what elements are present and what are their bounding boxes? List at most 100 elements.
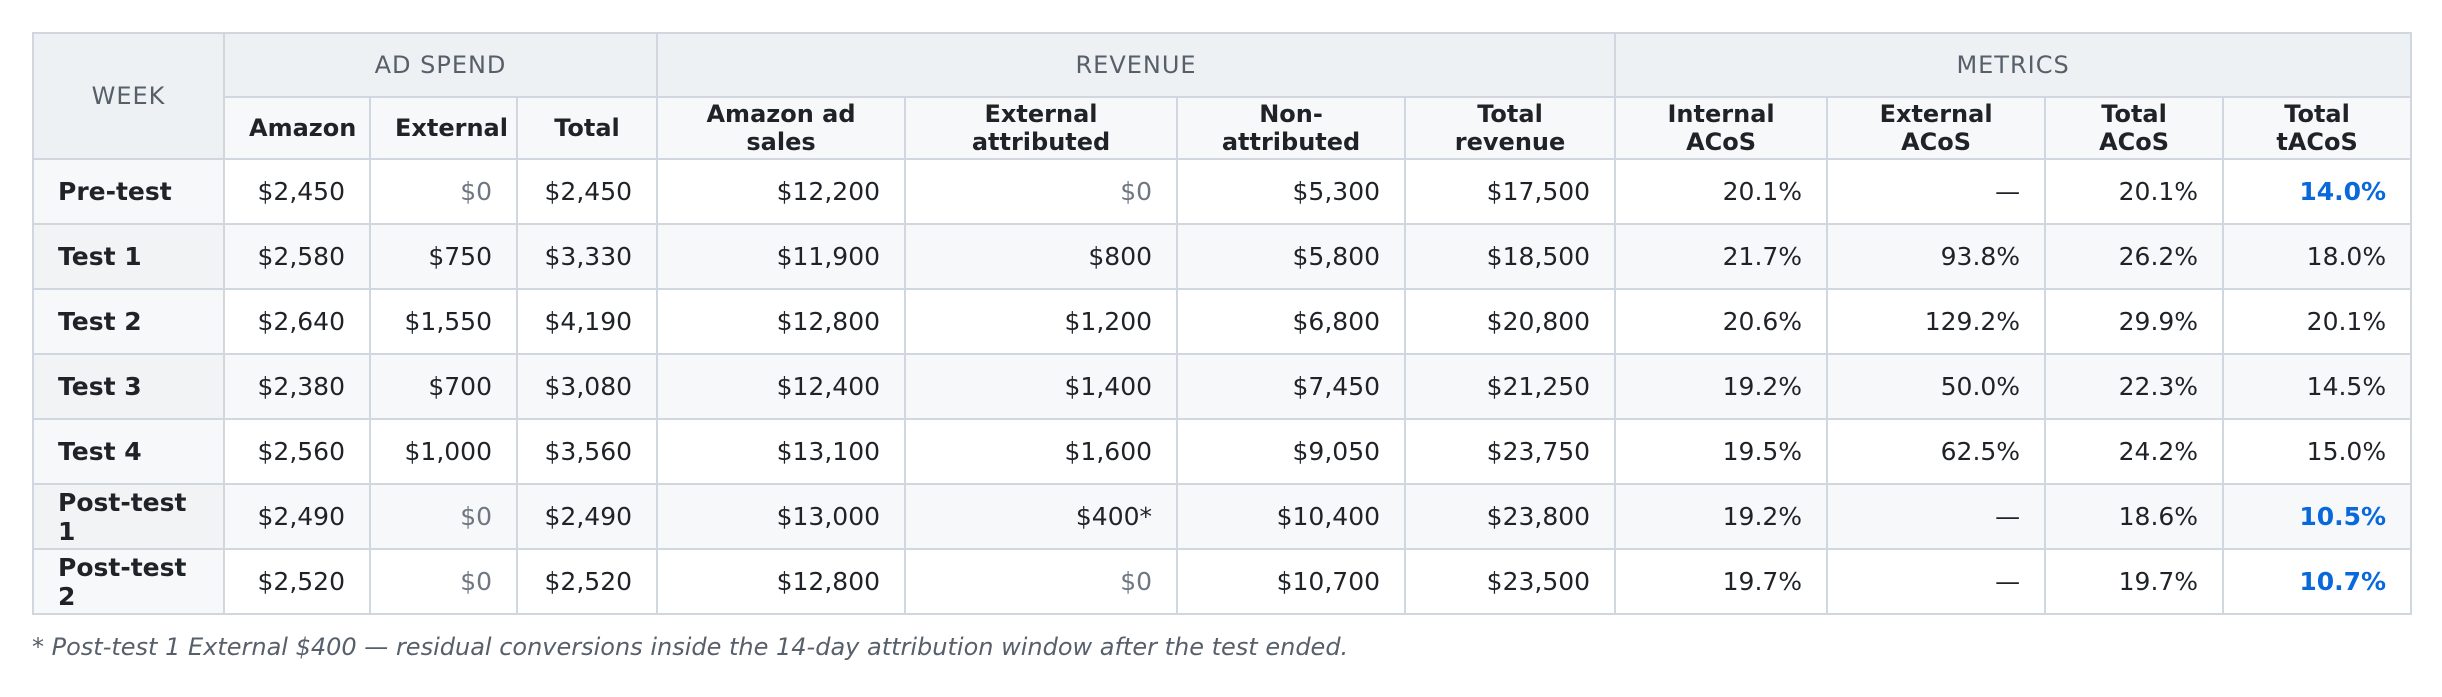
table-container: WEEK AD SPEND REVENUE METRICS Amazon Ext… — [32, 32, 2413, 661]
table-cell: $1,400 — [904, 353, 1179, 420]
column-header-external-spend: External — [369, 96, 518, 160]
table-cell: $10,400 — [1176, 483, 1407, 550]
table-cell: $12,400 — [656, 353, 907, 420]
column-header-external-acos: External ACoS — [1826, 96, 2047, 160]
table-cell: 29.9% — [2044, 288, 2225, 355]
column-header-amazon-ad-sales: Amazon ad sales — [656, 96, 907, 160]
table-cell: 20.1% — [1614, 158, 1829, 225]
column-header-amazon-spend: Amazon — [223, 96, 371, 160]
table-row: Test 4 $2,560 $1,000 $3,560 $13,100 $1,6… — [32, 418, 2413, 485]
table-cell: 18.0% — [2222, 223, 2413, 290]
table-cell: $23,750 — [1404, 418, 1617, 485]
table-cell: 22.3% — [2044, 353, 2225, 420]
table-cell: 19.5% — [1614, 418, 1829, 485]
column-header-total-acos: Total ACoS — [2044, 96, 2225, 160]
table-cell: $2,490 — [515, 483, 659, 550]
row-label: Post-test 1 — [32, 483, 225, 550]
table-cell: $23,800 — [1404, 483, 1617, 550]
table-cell: $2,380 — [223, 353, 371, 420]
table-cell: $21,250 — [1404, 353, 1617, 420]
table-cell: 62.5% — [1826, 418, 2047, 485]
table-cell: $5,300 — [1176, 158, 1407, 225]
table-cell: $2,560 — [223, 418, 371, 485]
table-cell: $13,000 — [656, 483, 907, 550]
row-label: Test 3 — [32, 353, 225, 420]
table-cell: $9,050 — [1176, 418, 1407, 485]
ad-test-results-table: WEEK AD SPEND REVENUE METRICS Amazon Ext… — [32, 32, 2413, 615]
row-label: Pre-test — [32, 158, 225, 225]
table-cell: $1,550 — [369, 288, 518, 355]
table-cell: $13,100 — [656, 418, 907, 485]
table-cell: 26.2% — [2044, 223, 2225, 290]
table-cell: 129.2% — [1826, 288, 2047, 355]
table-cell: $2,640 — [223, 288, 371, 355]
table-cell: $5,800 — [1176, 223, 1407, 290]
table-cell: $10,700 — [1176, 548, 1407, 615]
table-cell: $12,800 — [656, 288, 907, 355]
metrics-group-header: METRICS — [1614, 32, 2413, 98]
table-row: Post-test 1 $2,490 $0 $2,490 $13,000 $40… — [32, 483, 2413, 550]
column-header-internal-acos: Internal ACoS — [1614, 96, 1829, 160]
table-cell: $18,500 — [1404, 223, 1617, 290]
ad-spend-group-header: AD SPEND — [222, 32, 659, 98]
table-cell: $0 — [369, 483, 518, 550]
table-cell: 20.6% — [1614, 288, 1829, 355]
table-cell: $0 — [904, 548, 1179, 615]
table-cell: $2,450 — [515, 158, 659, 225]
week-column-header: WEEK — [32, 32, 225, 160]
table-cell: $20,800 — [1404, 288, 1617, 355]
table-cell: $6,800 — [1176, 288, 1407, 355]
table-cell: 19.2% — [1614, 483, 1829, 550]
column-header-total-spend: Total — [515, 96, 659, 160]
table-cell: 93.8% — [1826, 223, 2047, 290]
table-cell: $3,330 — [515, 223, 659, 290]
column-header-total-revenue: Total revenue — [1404, 96, 1617, 160]
table-cell: 18.6% — [2044, 483, 2225, 550]
table-cell: $12,200 — [656, 158, 907, 225]
table-row: Test 2 $2,640 $1,550 $4,190 $12,800 $1,2… — [32, 288, 2413, 355]
table-row: Test 1 $2,580 $750 $3,330 $11,900 $800 $… — [32, 223, 2413, 290]
table-row: Post-test 2 $2,520 $0 $2,520 $12,800 $0 … — [32, 548, 2413, 615]
column-header-non-attributed: Non-attributed — [1176, 96, 1407, 160]
table-cell: $3,560 — [515, 418, 659, 485]
table-cell: 19.2% — [1614, 353, 1829, 420]
table-cell: 21.7% — [1614, 223, 1829, 290]
table-cell: $1,200 — [904, 288, 1179, 355]
footnote: * Post-test 1 External $400 — residual c… — [32, 633, 1349, 661]
table-cell: 20.1% — [2044, 158, 2225, 225]
column-header-total-tacos: Total tACoS — [2222, 96, 2413, 160]
table-cell: 10.7% — [2222, 548, 2413, 615]
table-cell: $2,520 — [223, 548, 371, 615]
table-cell: 14.0% — [2222, 158, 2413, 225]
table-cell: $2,580 — [223, 223, 371, 290]
table-cell: $0 — [369, 548, 518, 615]
row-label: Test 2 — [32, 288, 225, 355]
table-cell: $700 — [369, 353, 518, 420]
table-cell: 50.0% — [1826, 353, 2047, 420]
table-cell: $750 — [369, 223, 518, 290]
table-cell: $11,900 — [656, 223, 907, 290]
table-cell: $1,600 — [904, 418, 1179, 485]
table-cell: 24.2% — [2044, 418, 2225, 485]
table-cell: $400* — [904, 483, 1179, 550]
table-cell: $4,190 — [515, 288, 659, 355]
table-cell: — — [1826, 483, 2047, 550]
row-label: Test 1 — [32, 223, 225, 290]
column-header-row: Amazon External Total Amazon ad sales Ex… — [33, 96, 2413, 160]
table-cell: $2,520 — [515, 548, 659, 615]
table-cell: $2,450 — [223, 158, 371, 225]
table-cell: $0 — [369, 158, 518, 225]
table-row: Test 3 $2,380 $700 $3,080 $12,400 $1,400… — [32, 353, 2413, 420]
table-cell: $1,000 — [369, 418, 518, 485]
row-label: Post-test 2 — [32, 548, 225, 615]
table-cell: 15.0% — [2222, 418, 2413, 485]
table-cell: $2,490 — [223, 483, 371, 550]
row-label: Test 4 — [32, 418, 225, 485]
table-row: Pre-test $2,450 $0 $2,450 $12,200 $0 $5,… — [32, 158, 2413, 225]
table-cell: $23,500 — [1404, 548, 1617, 615]
column-header-external-attributed: External attributed — [904, 96, 1179, 160]
table-cell: 20.1% — [2222, 288, 2413, 355]
table-cell: — — [1826, 158, 2047, 225]
table-cell: $3,080 — [515, 353, 659, 420]
table-cell: 19.7% — [1614, 548, 1829, 615]
